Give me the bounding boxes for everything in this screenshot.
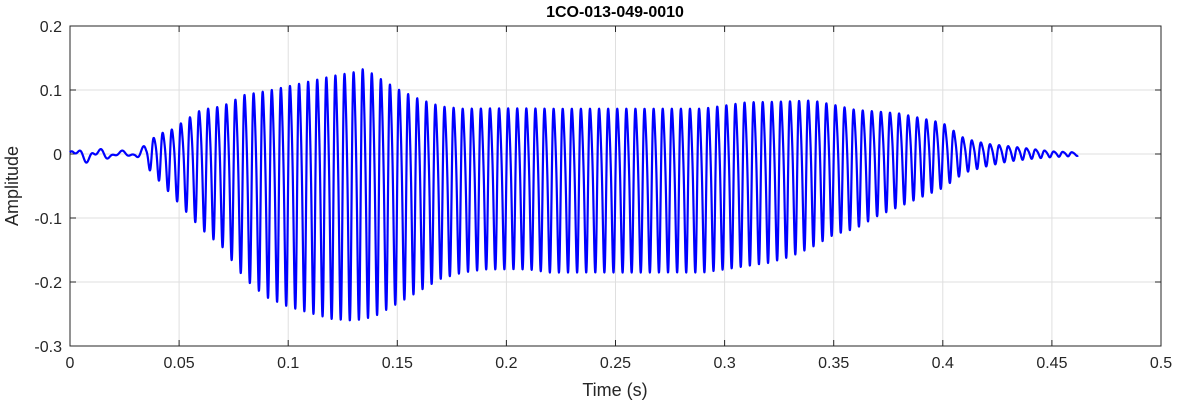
waveform-series-line — [69, 68, 1080, 322]
x-tick-label: 0.05 — [164, 355, 195, 372]
y-tick-label: 0.1 — [40, 83, 62, 100]
y-tick-label: -0.1 — [34, 211, 62, 228]
y-tick-label: 0.2 — [40, 19, 62, 36]
y-tick-label: -0.3 — [34, 339, 62, 356]
chart-title: 1CO-013-049-0010 — [546, 4, 684, 21]
axes-frame — [69, 25, 1162, 347]
x-axis-label: Time (s) — [582, 380, 647, 400]
x-tick-label: 0 — [66, 355, 75, 372]
x-tick-label: 0.45 — [1036, 355, 1067, 372]
x-tick-label: 0.1 — [277, 355, 299, 372]
x-tick-label: 0.2 — [495, 355, 517, 372]
x-tick-label: 0.25 — [600, 355, 631, 372]
x-tick-labels: 0 0.05 0.1 0.15 0.2 0.25 0.3 0.35 0.4 0.45 0.5 — [66, 355, 1173, 372]
x-tick-label: 0.4 — [932, 355, 954, 372]
x-tick-label: 0.5 — [1150, 355, 1172, 372]
y-axis-label: Amplitude — [2, 146, 22, 226]
y-tick-label: 0 — [53, 147, 62, 164]
y-tick-labels: -0.3 -0.2 -0.1 0 0.1 0.2 — [34, 19, 62, 356]
x-tick-label: 0.35 — [818, 355, 849, 372]
y-tick-label: -0.2 — [34, 275, 62, 292]
x-tick-label: 0.15 — [382, 355, 413, 372]
x-tick-label: 0.3 — [713, 355, 735, 372]
